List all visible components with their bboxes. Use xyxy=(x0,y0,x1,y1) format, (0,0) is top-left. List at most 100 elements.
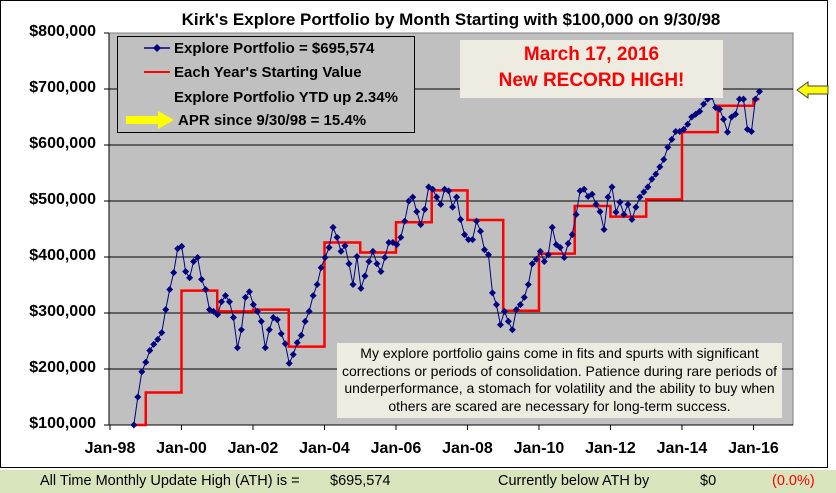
portfolio-point xyxy=(668,135,676,143)
portfolio-point xyxy=(636,193,644,201)
portfolio-point xyxy=(604,193,612,201)
portfolio-point xyxy=(608,183,616,191)
portfolio-point xyxy=(190,257,198,265)
x-tick-label: Jan-02 xyxy=(227,440,279,457)
portfolio-point xyxy=(297,331,305,339)
below-ath-label: Currently below ATH by xyxy=(498,473,650,489)
portfolio-point xyxy=(488,289,496,297)
portfolio-point xyxy=(429,185,437,193)
portfolio-point xyxy=(178,242,186,250)
y-tick-label: $300,000 xyxy=(29,303,96,320)
portfolio-point xyxy=(210,307,218,315)
portfolio-point xyxy=(381,254,389,262)
legend-item-apr: APR since 9/30/98 = 15.4% xyxy=(118,110,366,130)
y-tick-label: $400,000 xyxy=(29,247,96,264)
portfolio-point xyxy=(361,272,369,280)
portfolio-point xyxy=(245,288,253,296)
portfolio-point xyxy=(751,95,759,103)
portfolio-point xyxy=(612,208,620,216)
portfolio-point xyxy=(309,292,317,300)
portfolio-point xyxy=(225,298,233,306)
portfolio-point xyxy=(221,292,229,300)
portfolio-point xyxy=(496,321,504,329)
portfolio-point xyxy=(616,198,624,206)
portfolio-point xyxy=(628,215,636,223)
portfolio-point xyxy=(473,217,481,225)
portfolio-point xyxy=(516,301,524,309)
x-tick-label: Jan-04 xyxy=(299,440,350,457)
portfolio-point xyxy=(449,203,457,211)
portfolio-point xyxy=(656,163,664,171)
portfolio-point xyxy=(508,326,516,334)
portfolio-point xyxy=(214,311,222,319)
portfolio-point xyxy=(437,200,445,208)
portfolio-point xyxy=(186,274,194,282)
portfolio-point xyxy=(696,107,704,115)
portfolio-point xyxy=(739,95,747,103)
portfolio-point xyxy=(277,330,285,338)
portfolio-point xyxy=(281,340,289,348)
record-high-callout: March 17, 2016 New RECORD HIGH! xyxy=(460,40,723,98)
portfolio-point xyxy=(568,231,576,239)
portfolio-point xyxy=(556,243,564,251)
portfolio-point xyxy=(385,238,393,246)
portfolio-point xyxy=(182,268,190,276)
portfolio-point xyxy=(265,326,273,334)
yellow-arrow-right-icon xyxy=(126,111,174,129)
y-tick-label: $100,000 xyxy=(29,415,96,432)
portfolio-point xyxy=(341,242,349,250)
portfolio-point xyxy=(233,344,241,352)
portfolio-point xyxy=(453,193,461,201)
portfolio-point xyxy=(349,280,357,288)
portfolio-point xyxy=(652,170,660,178)
portfolio-point xyxy=(564,240,572,248)
portfolio-point xyxy=(580,185,588,193)
portfolio-point xyxy=(735,95,743,103)
portfolio-point xyxy=(413,208,421,216)
portfolio-point xyxy=(345,260,353,268)
portfolio-point xyxy=(520,293,528,301)
portfolio-point xyxy=(660,156,668,164)
portfolio-point xyxy=(461,231,469,239)
portfolio-point xyxy=(504,317,512,325)
portfolio-point xyxy=(421,205,429,213)
portfolio-point xyxy=(684,120,692,128)
x-tick-label: Jan-98 xyxy=(84,440,136,457)
portfolio-point xyxy=(417,221,425,229)
portfolio-point xyxy=(524,280,532,288)
legend-line-marker-icon xyxy=(144,44,170,52)
legend-label-portfolio: Explore Portfolio = $695,574 xyxy=(174,39,375,57)
portfolio-point xyxy=(301,317,309,325)
portfolio-point xyxy=(261,344,269,352)
portfolio-point xyxy=(317,264,325,272)
portfolio-point xyxy=(329,223,337,231)
portfolio-point xyxy=(528,260,536,268)
portfolio-point xyxy=(640,188,648,196)
portfolio-point xyxy=(401,217,409,225)
portfolio-point xyxy=(217,298,225,306)
portfolio-point xyxy=(469,236,477,244)
portfolio-point xyxy=(548,223,556,231)
portfolio-point xyxy=(202,285,210,293)
y-tick-label: $600,000 xyxy=(29,135,96,152)
portfolio-point xyxy=(134,393,142,401)
x-tick-label: Jan-12 xyxy=(585,440,636,457)
y-tick-label: $200,000 xyxy=(29,359,96,376)
portfolio-point xyxy=(648,175,656,183)
portfolio-point xyxy=(596,208,604,216)
portfolio-point xyxy=(325,243,333,251)
portfolio-point xyxy=(476,227,484,235)
legend-item-starting-value: Each Year's Starting Value xyxy=(118,62,362,82)
portfolio-point xyxy=(337,247,345,255)
portfolio-point xyxy=(724,128,732,136)
portfolio-point xyxy=(465,236,473,244)
portfolio-point xyxy=(237,326,245,334)
portfolio-point xyxy=(512,306,520,314)
portfolio-point xyxy=(158,329,166,337)
portfolio-point xyxy=(732,110,740,118)
portfolio-point xyxy=(500,307,508,315)
portfolio-point xyxy=(572,210,580,218)
portfolio-point xyxy=(377,268,385,276)
ath-label: All Time Monthly Update High (ATH) is = xyxy=(40,473,300,489)
